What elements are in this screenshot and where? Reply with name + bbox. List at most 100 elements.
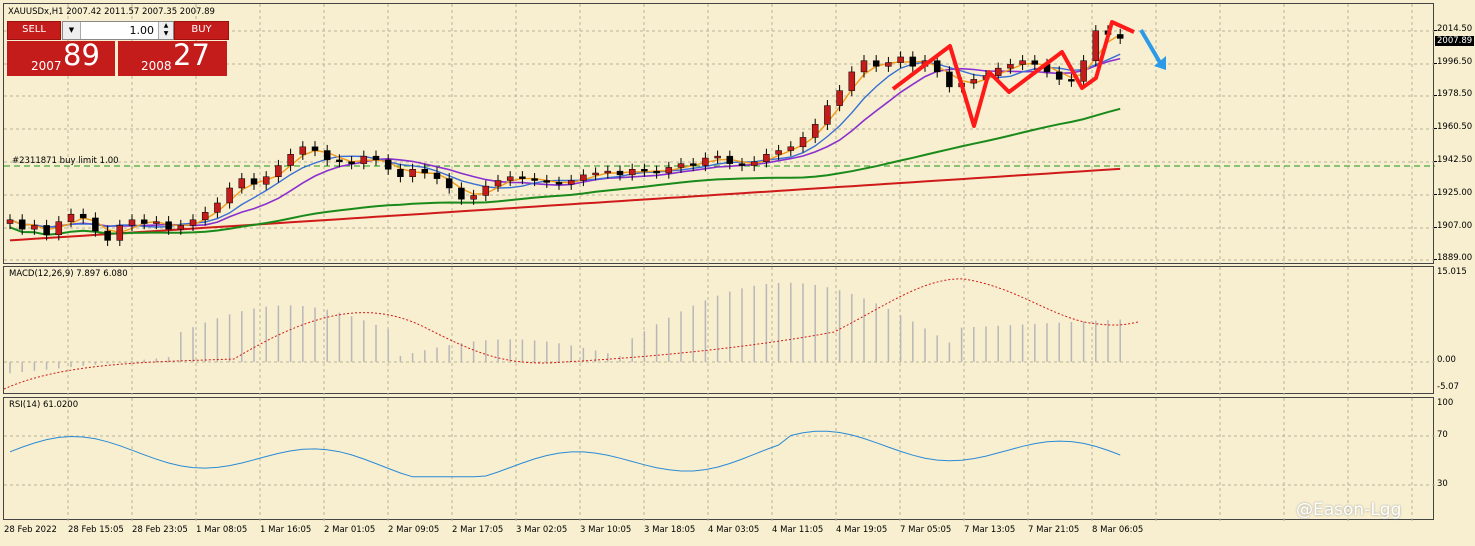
candle-body (470, 195, 477, 200)
price-axis-label: 1978.50 (1437, 89, 1473, 99)
price-axis-label: 1925.00 (1437, 188, 1473, 198)
current-price-tag: 2007.89 (1435, 36, 1475, 46)
candle-body (348, 161, 355, 164)
candle-body (482, 185, 490, 196)
time-axis-label: 3 Mar 18:05 (644, 525, 696, 535)
candle-body (1031, 60, 1039, 65)
candle-body (55, 221, 63, 236)
candle-body (336, 159, 343, 163)
macd-pane[interactable]: MACD(12,26,9) 7.897 6.080 (3, 266, 1435, 395)
time-axis-label: 7 Mar 21:05 (1028, 525, 1080, 535)
time-axis-label: 4 Mar 11:05 (772, 525, 824, 535)
candle-body (872, 60, 880, 67)
lot-spinner-icon[interactable]: ▲ ▼ (158, 22, 173, 39)
time-axis-label: 28 Feb 2022 (4, 525, 57, 535)
time-axis-label: 7 Mar 05:05 (900, 525, 952, 535)
candle-body (555, 182, 563, 185)
candle-body (421, 169, 429, 174)
candle-body (738, 163, 746, 166)
candle-body (18, 219, 26, 230)
price-axis-label: 2014.50 (1437, 24, 1473, 34)
buy-button[interactable]: BUY (174, 21, 229, 40)
candle-body (311, 146, 319, 151)
time-axis-label: 2 Mar 09:05 (388, 525, 440, 535)
candle-body (592, 172, 599, 176)
candle-body (1007, 64, 1014, 69)
price-axis-label: 1907.00 (1437, 221, 1473, 231)
candle-body (409, 169, 416, 178)
candle-body (750, 161, 758, 166)
candle-body (214, 202, 221, 213)
candle-body (726, 155, 734, 164)
buy-price-prefix: 2008 (141, 59, 172, 73)
candle-body (506, 176, 514, 181)
one-click-trade-panel: SELL ▼ ▲▼ BUY 2007 89 2008 27 (7, 21, 229, 76)
candle-body (43, 225, 50, 236)
buy-price-main: 27 (173, 38, 210, 72)
candle-body (1080, 60, 1087, 82)
candle-body (580, 174, 587, 181)
candle-body (384, 159, 392, 170)
candle-body (519, 176, 526, 179)
macd-axis-label: 15.015 (1437, 267, 1467, 277)
rsi-canvas[interactable] (4, 398, 1435, 521)
sell-price-main: 89 (63, 38, 100, 72)
ma-purple-line (9, 57, 1121, 229)
candle-body (946, 71, 953, 88)
candle-body (299, 146, 307, 155)
candle-body (116, 225, 124, 241)
macd-signal-line (4, 278, 1139, 390)
time-axis-label: 7 Mar 13:05 (964, 525, 1016, 535)
candle-body (360, 155, 368, 164)
candle-body (677, 163, 685, 168)
rsi-label: RSI(14) 61.0200 (9, 400, 79, 410)
time-axis-label: 1 Mar 16:05 (260, 525, 312, 535)
candle-body (79, 213, 87, 219)
time-axis-label: 4 Mar 03:05 (708, 525, 760, 535)
price-chart-pane[interactable]: XAUUSDx,H1 2007.42 2011.57 2007.35 2007.… (3, 3, 1435, 265)
candle-body (1116, 34, 1124, 39)
price-axis-label: 1889.00 (1437, 253, 1473, 263)
candle-body (189, 219, 197, 226)
time-axis-label: 28 Feb 15:05 (68, 525, 124, 535)
buy-price-box[interactable]: 2008 27 (118, 38, 227, 76)
sell-price-box[interactable]: 2007 89 (7, 38, 115, 76)
lot-size-control[interactable]: ▼ ▲▼ (62, 21, 174, 40)
watermark: @Eason-Lgg (1296, 500, 1402, 520)
candle-body (1092, 30, 1100, 61)
candle-body (763, 154, 770, 163)
candle-body (6, 219, 14, 224)
candle-body (909, 56, 917, 67)
candle-body (287, 154, 294, 166)
rsi-pane[interactable]: RSI(14) 61.0200 (3, 397, 1435, 521)
candle-body (702, 157, 709, 166)
candle-body (665, 167, 673, 174)
sell-button[interactable]: SELL (7, 21, 61, 40)
lot-size-input[interactable] (82, 23, 154, 37)
down-arrow-head (1154, 56, 1166, 70)
candle-body (848, 71, 856, 91)
candle-body (933, 60, 941, 73)
candle-body (372, 155, 380, 161)
candle-body (811, 124, 819, 138)
candle-body (397, 169, 404, 178)
candle-body (238, 178, 246, 189)
time-axis-label: 2 Mar 01:05 (324, 525, 376, 535)
candle-body (714, 155, 721, 159)
time-axis-label: 2 Mar 17:05 (452, 525, 504, 535)
candle-body (775, 150, 782, 155)
price-chart-canvas[interactable] (4, 4, 1435, 265)
candle-body (177, 225, 185, 230)
macd-canvas[interactable] (4, 267, 1435, 395)
rsi-axis-label: 100 (1437, 398, 1454, 408)
time-axis-label: 28 Feb 23:05 (132, 525, 188, 535)
price-axis-label: 1942.50 (1437, 155, 1473, 165)
order-line-label: #2311871 buy limit 1.00 (12, 156, 119, 166)
lot-dropdown-icon[interactable]: ▼ (63, 22, 81, 39)
candle-body (494, 180, 502, 187)
candle-body (641, 169, 648, 172)
candle-body (860, 60, 868, 73)
rsi-line (9, 430, 1121, 478)
sell-price-prefix: 2007 (31, 59, 62, 73)
candle-body (250, 178, 258, 185)
